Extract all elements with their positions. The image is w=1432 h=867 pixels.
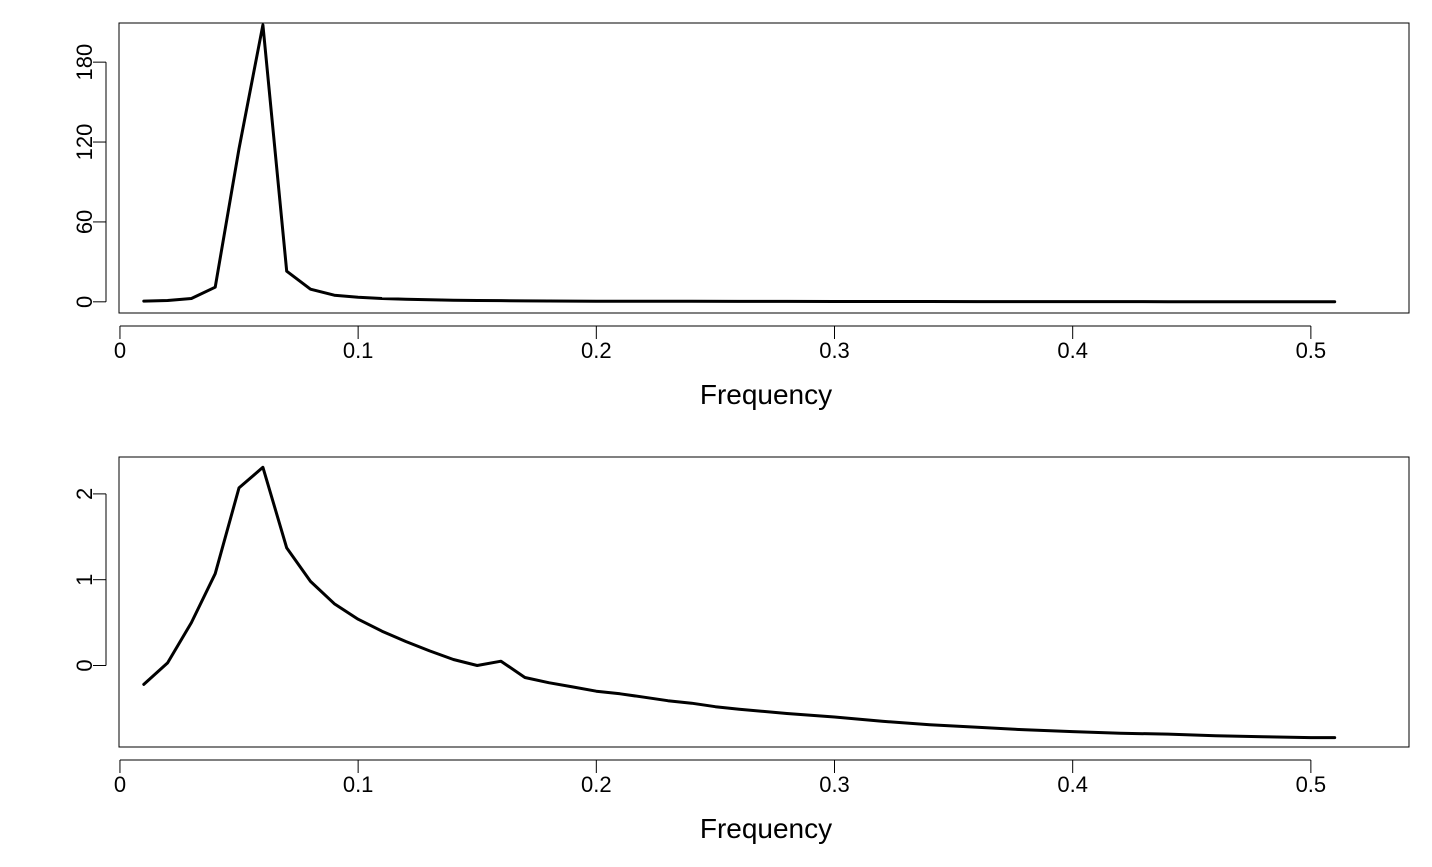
chart-0-x-axis-title: Frequency	[700, 379, 832, 410]
chart-1-x-tick-label: 0.5	[1296, 772, 1327, 797]
chart-1-series-line	[142, 465, 1337, 740]
chart-1-x-tick-label: 0	[114, 772, 126, 797]
chart-0-x-tick-label: 0.4	[1057, 338, 1088, 363]
chart-1-y-tick-label: 2	[72, 488, 97, 500]
chart-0-x-tick-label: 0.1	[343, 338, 374, 363]
chart-1-x-tick-label: 0.3	[819, 772, 850, 797]
bottom-log-spectrum-panel: 0 0.1 0.2 0.3 0.4 0.5 0 1 2 Frequency	[72, 456, 1410, 844]
chart-0-x-tick-label: 0	[114, 338, 126, 363]
chart-0-x-tick-label: 0.5	[1296, 338, 1327, 363]
top-spectrum-panel: 0 0.1 0.2 0.3 0.4 0.5 0 60 120 180 Frequency	[72, 22, 1410, 410]
chart-1-x-axis-title: Frequency	[700, 813, 832, 844]
chart-1-plot-frame	[118, 456, 1410, 748]
chart-1-x-tick-label: 0.4	[1057, 772, 1088, 797]
chart-0-y-tick-label: 180	[72, 44, 97, 81]
chart-1-y-tick-label: 1	[72, 574, 97, 586]
chart-1-x-tick-label: 0.2	[581, 772, 612, 797]
chart-0-x-tick-label: 0.2	[581, 338, 612, 363]
chart-0-y-tick-label: 120	[72, 124, 97, 161]
chart-0-y-tick-label: 0	[72, 296, 97, 308]
chart-0-series-line	[142, 23, 1337, 304]
chart-1-y-tick-label: 0	[72, 659, 97, 671]
chart-0-x-tick-label: 0.3	[819, 338, 850, 363]
chart-1-x-tick-label: 0.1	[343, 772, 374, 797]
chart-0-y-tick-label: 60	[72, 210, 97, 234]
chart-0-plot-frame	[118, 22, 1410, 314]
